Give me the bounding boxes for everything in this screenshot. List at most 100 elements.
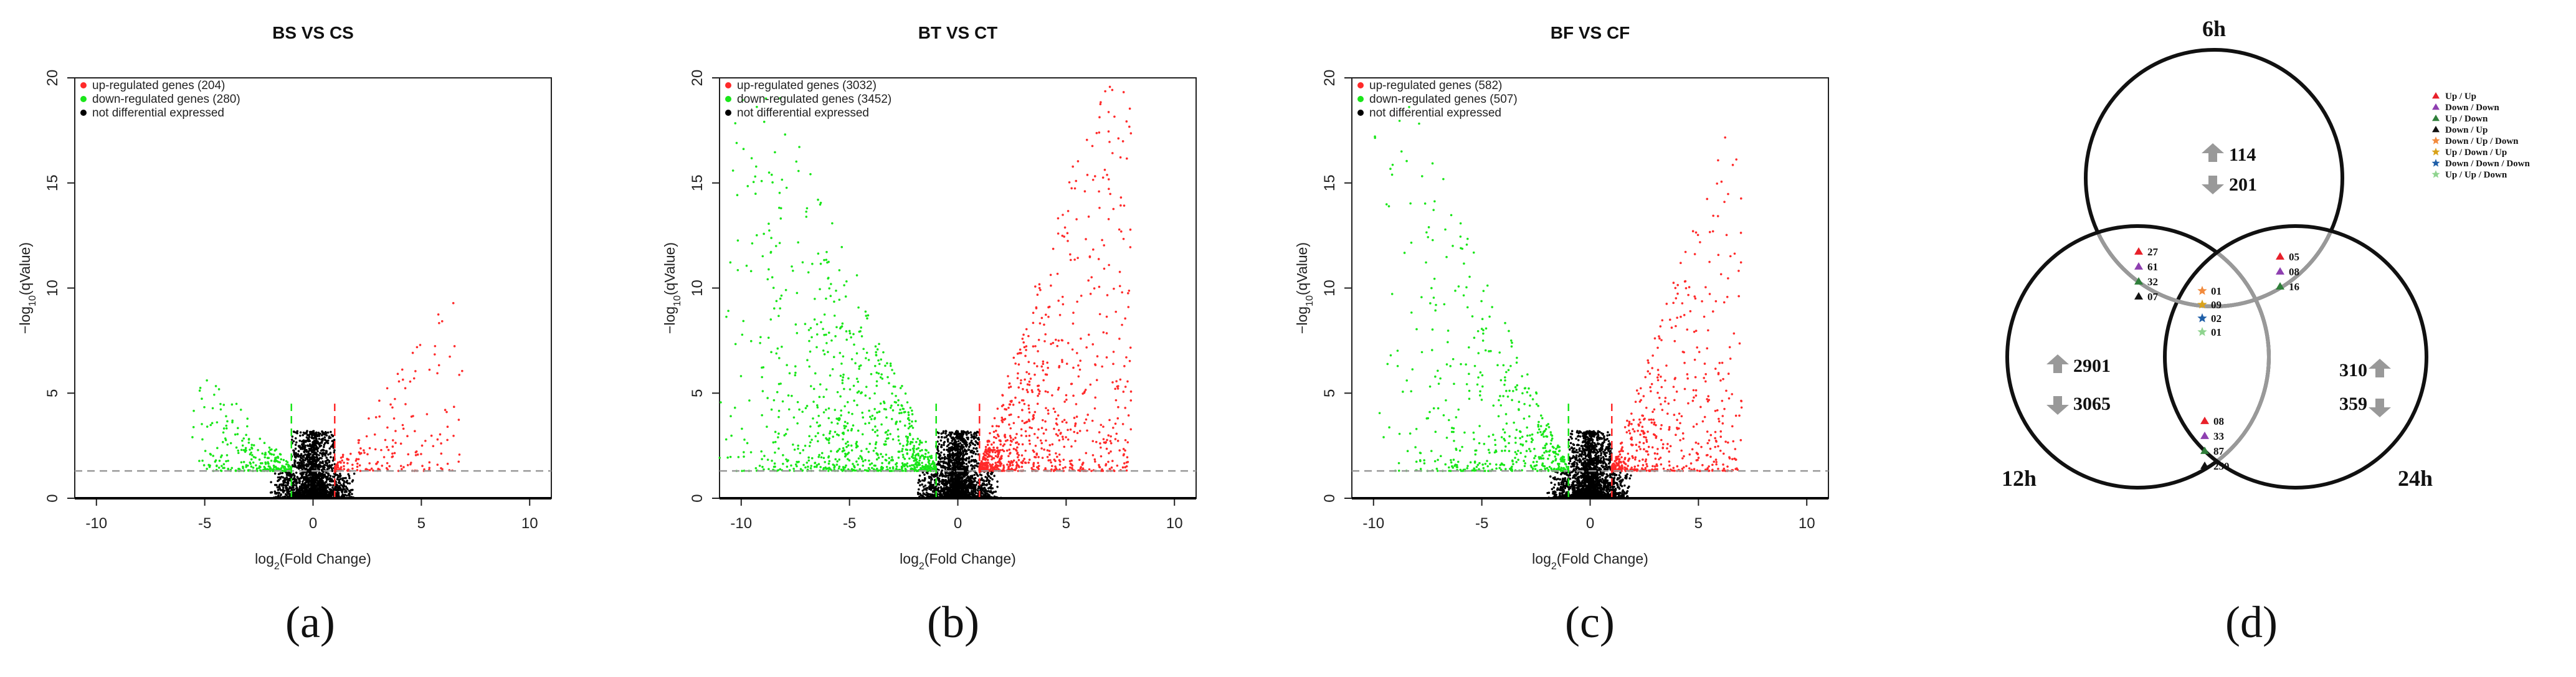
point-not-differential (325, 471, 328, 474)
point-not-differential (934, 475, 937, 477)
point-not-differential (954, 430, 958, 433)
point-not-differential (962, 451, 965, 454)
point-up-regulated (458, 453, 461, 456)
point-not-differential (277, 473, 280, 476)
point-not-differential (956, 454, 959, 457)
point-not-differential (967, 488, 969, 491)
point-not-differential (285, 476, 288, 479)
point-down-regulated (242, 461, 245, 463)
point-not-differential (954, 488, 956, 491)
point-not-differential (945, 457, 948, 460)
point-not-differential (285, 494, 288, 497)
point-not-differential (313, 444, 316, 447)
point-not-differential (974, 486, 977, 489)
point-down-regulated (231, 419, 234, 422)
point-not-differential (961, 462, 963, 465)
point-not-differential (963, 493, 966, 496)
point-down-regulated (199, 387, 202, 389)
point-down-regulated (277, 455, 279, 458)
point-not-differential (287, 480, 289, 483)
point-not-differential (996, 485, 999, 488)
point-down-regulated (201, 459, 204, 462)
point-not-differential (947, 476, 950, 479)
point-up-regulated (359, 470, 362, 472)
point-not-differential (992, 491, 996, 493)
point-not-differential (972, 485, 976, 487)
point-not-differential (962, 455, 964, 458)
point-up-regulated (461, 369, 463, 372)
point-not-differential (297, 450, 300, 453)
point-not-differential (987, 495, 990, 497)
point-not-differential (954, 467, 957, 470)
point-up-regulated (436, 372, 439, 375)
point-not-differential (919, 480, 921, 483)
point-not-differential (941, 488, 944, 490)
point-not-differential (311, 455, 315, 458)
point-not-differential (944, 467, 946, 470)
point-not-differential (961, 471, 964, 474)
point-not-differential (926, 486, 929, 490)
point-down-regulated (221, 465, 223, 467)
x-tick-label: 0 (309, 515, 317, 532)
point-not-differential (943, 475, 946, 477)
point-not-differential (316, 479, 319, 482)
point-not-differential (949, 459, 951, 462)
point-not-differential (314, 434, 316, 437)
point-not-differential (969, 464, 972, 467)
point-not-differential (316, 440, 318, 442)
point-not-differential (315, 492, 318, 495)
point-down-regulated (231, 403, 234, 406)
point-not-differential (939, 439, 943, 442)
point-not-differential (942, 478, 945, 481)
point-not-differential (936, 476, 939, 479)
point-not-differential (313, 489, 315, 492)
point-down-regulated (241, 439, 244, 442)
point-not-differential (296, 491, 299, 494)
point-not-differential (325, 480, 328, 483)
x-tick-label: 5 (1062, 515, 1070, 532)
point-up-regulated (446, 462, 449, 465)
point-down-regulated (237, 468, 240, 470)
point-not-differential (270, 491, 273, 494)
point-up-regulated (437, 364, 440, 367)
point-not-differential (320, 462, 323, 464)
point-not-differential (285, 473, 288, 476)
y-tick-label: 20 (689, 70, 706, 87)
point-not-differential (954, 483, 958, 486)
point-not-differential (981, 477, 983, 480)
point-up-regulated (363, 452, 366, 454)
point-not-differential (319, 464, 322, 467)
point-not-differential (969, 479, 972, 482)
point-not-differential (287, 481, 290, 485)
point-not-differential (282, 491, 285, 494)
point-not-differential (976, 443, 979, 445)
point-down-regulated (286, 461, 289, 464)
point-down-regulated (222, 427, 226, 430)
point-down-regulated (855, 460, 858, 463)
point-not-differential (277, 488, 280, 491)
point-not-differential (959, 433, 962, 436)
point-not-differential (326, 476, 329, 479)
point-up-regulated (438, 321, 440, 324)
point-not-differential (296, 481, 298, 484)
point-not-differential (316, 467, 320, 470)
point-down-regulated (272, 464, 275, 467)
point-not-differential (962, 441, 964, 443)
point-not-differential (954, 449, 957, 452)
point-not-differential (307, 469, 310, 472)
point-not-differential (986, 479, 988, 481)
point-up-regulated (440, 452, 443, 455)
point-not-differential (946, 438, 949, 440)
point-not-differential (930, 486, 933, 490)
point-not-differential (324, 495, 327, 498)
point-down-regulated (872, 428, 874, 431)
scatter-points (718, 85, 1133, 499)
point-down-regulated (217, 388, 221, 391)
point-not-differential (965, 450, 968, 452)
point-not-differential (321, 455, 324, 457)
point-not-differential (341, 491, 343, 494)
point-not-differential (305, 467, 308, 470)
point-not-differential (317, 432, 320, 434)
point-down-regulated (222, 404, 226, 406)
